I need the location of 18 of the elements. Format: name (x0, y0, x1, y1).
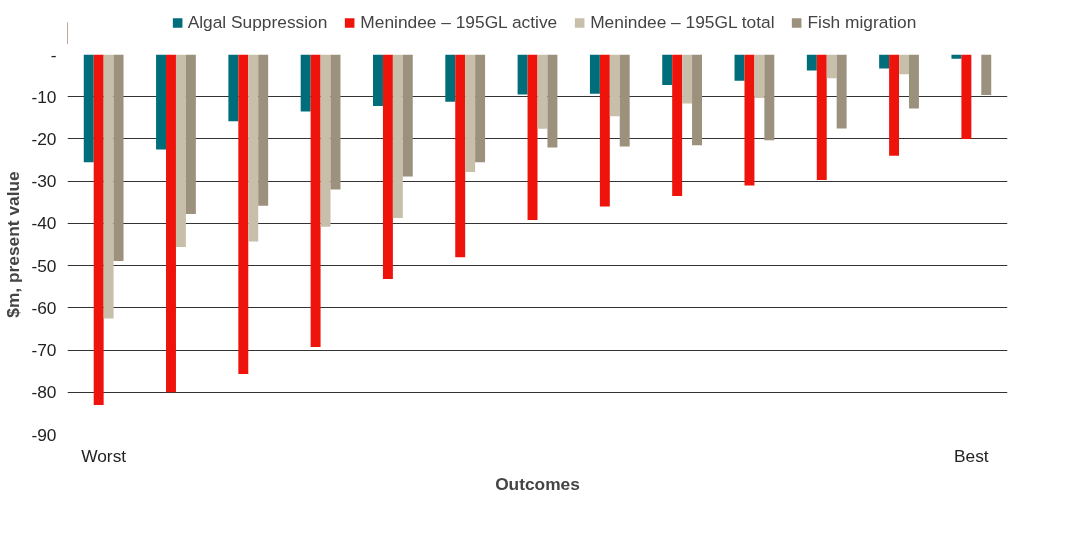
y-tick-label: -90 (31, 424, 57, 445)
x-tick-label: Worst (81, 445, 127, 466)
y-tick-label: -70 (31, 340, 57, 361)
legend-label: Fish migration (807, 11, 917, 33)
y-tick-label: -60 (31, 297, 57, 318)
y-tick-label: -30 (31, 171, 57, 192)
y-tick-label: -40 (31, 213, 57, 234)
y-tick-label: - (50, 44, 57, 65)
y-tick-label: -10 (31, 86, 57, 107)
x-tick-label: Best (954, 445, 989, 466)
y-tick-label: -50 (31, 255, 57, 276)
y-tick-label: -20 (31, 128, 57, 149)
legend-label: Menindee – 195GL total (590, 11, 775, 33)
y-axis-title: $m, present value (3, 170, 24, 318)
y-tick-label: -80 (31, 382, 57, 403)
legend-label: Menindee – 195GL active (360, 11, 558, 33)
x-axis-title: Outcomes (495, 473, 580, 494)
legend-label: Algal Suppression (187, 11, 328, 33)
